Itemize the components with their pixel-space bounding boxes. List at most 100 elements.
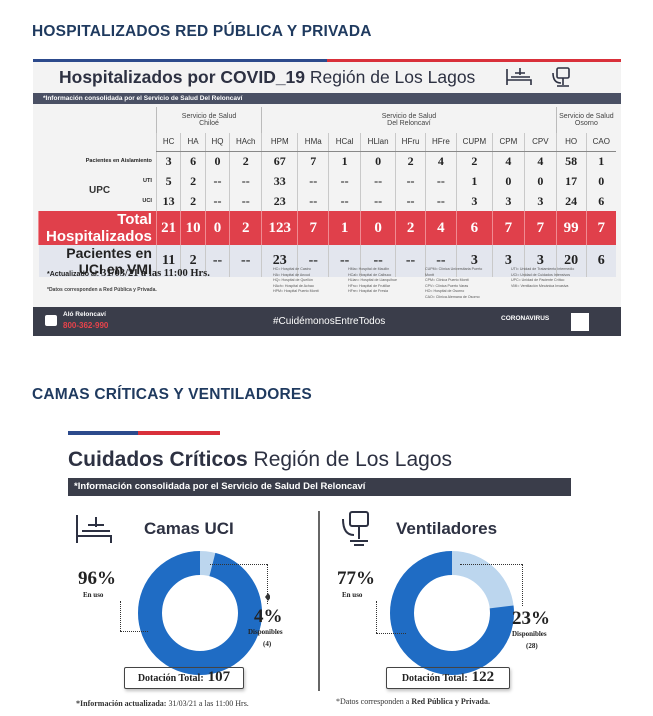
dotted-leader: [376, 633, 406, 634]
column-header: HC: [155, 133, 181, 152]
table-cell: 1: [328, 211, 361, 245]
table-cell: 99: [555, 211, 587, 245]
ventiladores-available-label: Disponibles: [512, 630, 547, 638]
table-cell: 2: [395, 211, 426, 245]
table-cell: --: [229, 191, 262, 211]
updated-at: *Actualizado al: 31/03/21 a las 11:00 Hr…: [47, 268, 210, 279]
ventilator-icon: [342, 511, 369, 546]
table-cell: --: [328, 171, 361, 191]
table-cell: --: [360, 171, 396, 191]
dotted-leader: [376, 601, 377, 633]
abbreviation-line: HLlan= Hospital de Llanquihue: [348, 278, 398, 283]
column-header: HA: [180, 133, 206, 152]
camas-available-count: (4): [263, 640, 272, 648]
abbreviation-line: CPV= Clínica Puerto Varas: [425, 283, 469, 288]
infographic-title: Hospitalizados por COVID_19 Región de Lo…: [59, 67, 475, 88]
abbreviation-line: HMa= Hospital de Maullín: [348, 267, 390, 271]
abbreviation-block: UTI= Unidad de Tratamiento Intermedio UCI…: [511, 267, 577, 289]
table-row: UTI 5 2 -- -- 33 -- -- -- -- -- 1 0 0 17 0: [39, 171, 616, 191]
abbreviation-line: HO= Hospital de Osorno: [425, 289, 465, 294]
column-header: HQ: [204, 133, 230, 152]
table-cell: 23: [261, 245, 298, 277]
abbreviation-line: UTI= Unidad de Tratamiento Intermedio: [511, 267, 575, 271]
table-cell: 17: [555, 171, 587, 191]
table-cell: --: [204, 171, 230, 191]
table-cell: 1: [328, 151, 361, 171]
hospital-bed-icon: [506, 68, 532, 85]
table-cell: 4: [424, 151, 457, 171]
dotted-leader: [267, 564, 268, 604]
table-cell: 0: [585, 171, 616, 191]
column-header: CPM: [491, 133, 525, 152]
table-cell: 21: [155, 211, 181, 245]
table-cell: 5: [155, 171, 181, 191]
ventiladores-title: Ventiladores: [396, 519, 498, 538]
camas-dotacion-box: Dotación Total: 107: [124, 667, 244, 689]
abbreviation-line: UCI= Unidad de Cuidados Intensivos: [511, 272, 571, 277]
table-cell: --: [395, 191, 426, 211]
table-row: Pacientes en Aislamiento 3 6 0 2 67 7 1 0 2 4 2 4 4 58…: [39, 151, 616, 171]
table-cell: 58: [555, 151, 587, 171]
info1-subheader: *Información consolidada por el Servicio…: [33, 93, 621, 104]
table-cell: 3: [523, 245, 557, 277]
ventiladores-in-use-segment: [390, 551, 514, 675]
title-bold: Hospitalizados por COVID_19: [59, 67, 306, 87]
abbreviation-line: VMI= Ventilación Mecánica Invasiva: [511, 283, 569, 288]
ventiladores-available-pct: 23%: [512, 608, 550, 629]
column-header: CAO: [585, 133, 616, 152]
coronavirus-label: CORONAVIRUS: [501, 315, 550, 322]
hospitalizados-infographic: Hospitalizados por COVID_19 Región de Lo…: [33, 59, 621, 336]
table-cell: 23: [261, 191, 298, 211]
table-cell: 6: [455, 211, 493, 245]
table-cell: 67: [261, 151, 298, 171]
abbreviation-line: CPM= Clínica Puerto Montt: [425, 278, 469, 283]
dotted-leader: [460, 564, 522, 565]
table-cell: 11: [155, 245, 181, 277]
table-cell: 2: [455, 151, 493, 171]
table-cell: 6: [180, 151, 206, 171]
phone-icon: [45, 315, 57, 326]
section-heading-hospitalizados: HOSPITALIZADOS RED PÚBLICA Y PRIVADA: [32, 23, 372, 40]
camas-available-pct: 4%: [254, 606, 283, 627]
table-cell: 4: [491, 151, 525, 171]
table-cell: --: [395, 171, 426, 191]
flag-stripe: [68, 431, 220, 435]
service-chiloe: Servicio de Salud Chiloé: [155, 107, 262, 133]
table-cell: 7: [523, 211, 557, 245]
column-header: HMa: [297, 133, 329, 152]
table-cell: 33: [261, 171, 298, 191]
hospital-bed-icon: [76, 515, 112, 543]
table-cell: 1: [455, 171, 493, 191]
table-cell: 20: [555, 245, 587, 277]
service-osorno: Servicio de Salud Osorno: [555, 107, 616, 133]
table-cell: --: [204, 245, 230, 277]
table-cell: 4: [424, 211, 457, 245]
table-cell: 2: [229, 211, 262, 245]
column-header: HAch: [229, 133, 262, 152]
table-cell: 7: [297, 211, 329, 245]
abbreviation-line: HAch= Hospital de Achao: [273, 283, 314, 288]
table-cell: 10: [180, 211, 206, 245]
camas-available-label: Disponibles: [248, 628, 283, 636]
abbreviation-line: CUPM= Clínica Universitaria Puerto Montt: [425, 267, 483, 277]
table-cell: 7: [585, 211, 616, 245]
abbreviation-line: HFre= Hospital de Fresia: [348, 289, 389, 294]
vmi-row: Pacientes en UCI en VMI 11 2 -- -- 23 -- -- -- --…: [38, 245, 616, 277]
table-cell: 2: [180, 191, 206, 211]
abbreviation-line: HA= Hospital de Ancud: [273, 272, 311, 277]
abbreviation-line: HPM= Hospital Puerto Montt: [273, 289, 319, 294]
table-cell: 6: [585, 191, 616, 211]
table-row: UCI 13 2 -- -- 23 -- -- -- -- -- 3 3 3 24 6: [39, 191, 616, 211]
info2-updated-note: *Información actualizada: 31/03/21 a las…: [76, 699, 249, 708]
total-row: Total Hospitalizados 21 10 0 2 123 7 1 0 2 4 6 7 7 99 7: [38, 211, 616, 245]
section-heading-camas: CAMAS CRÍTICAS Y VENTILADORES: [32, 386, 312, 403]
camas-in-use-pct: 96%: [78, 568, 116, 589]
service-header-row: Servicio de Salud Chiloé Servicio de Salu…: [39, 107, 616, 133]
table-cell: 3: [523, 191, 557, 211]
ventiladores-available-count: (28): [526, 642, 538, 650]
dotted-leader: [210, 564, 267, 565]
table-cell: 3: [491, 245, 525, 277]
table-cell: 2: [180, 171, 206, 191]
table-cell: 13: [155, 191, 181, 211]
dotted-leader: [120, 631, 148, 632]
